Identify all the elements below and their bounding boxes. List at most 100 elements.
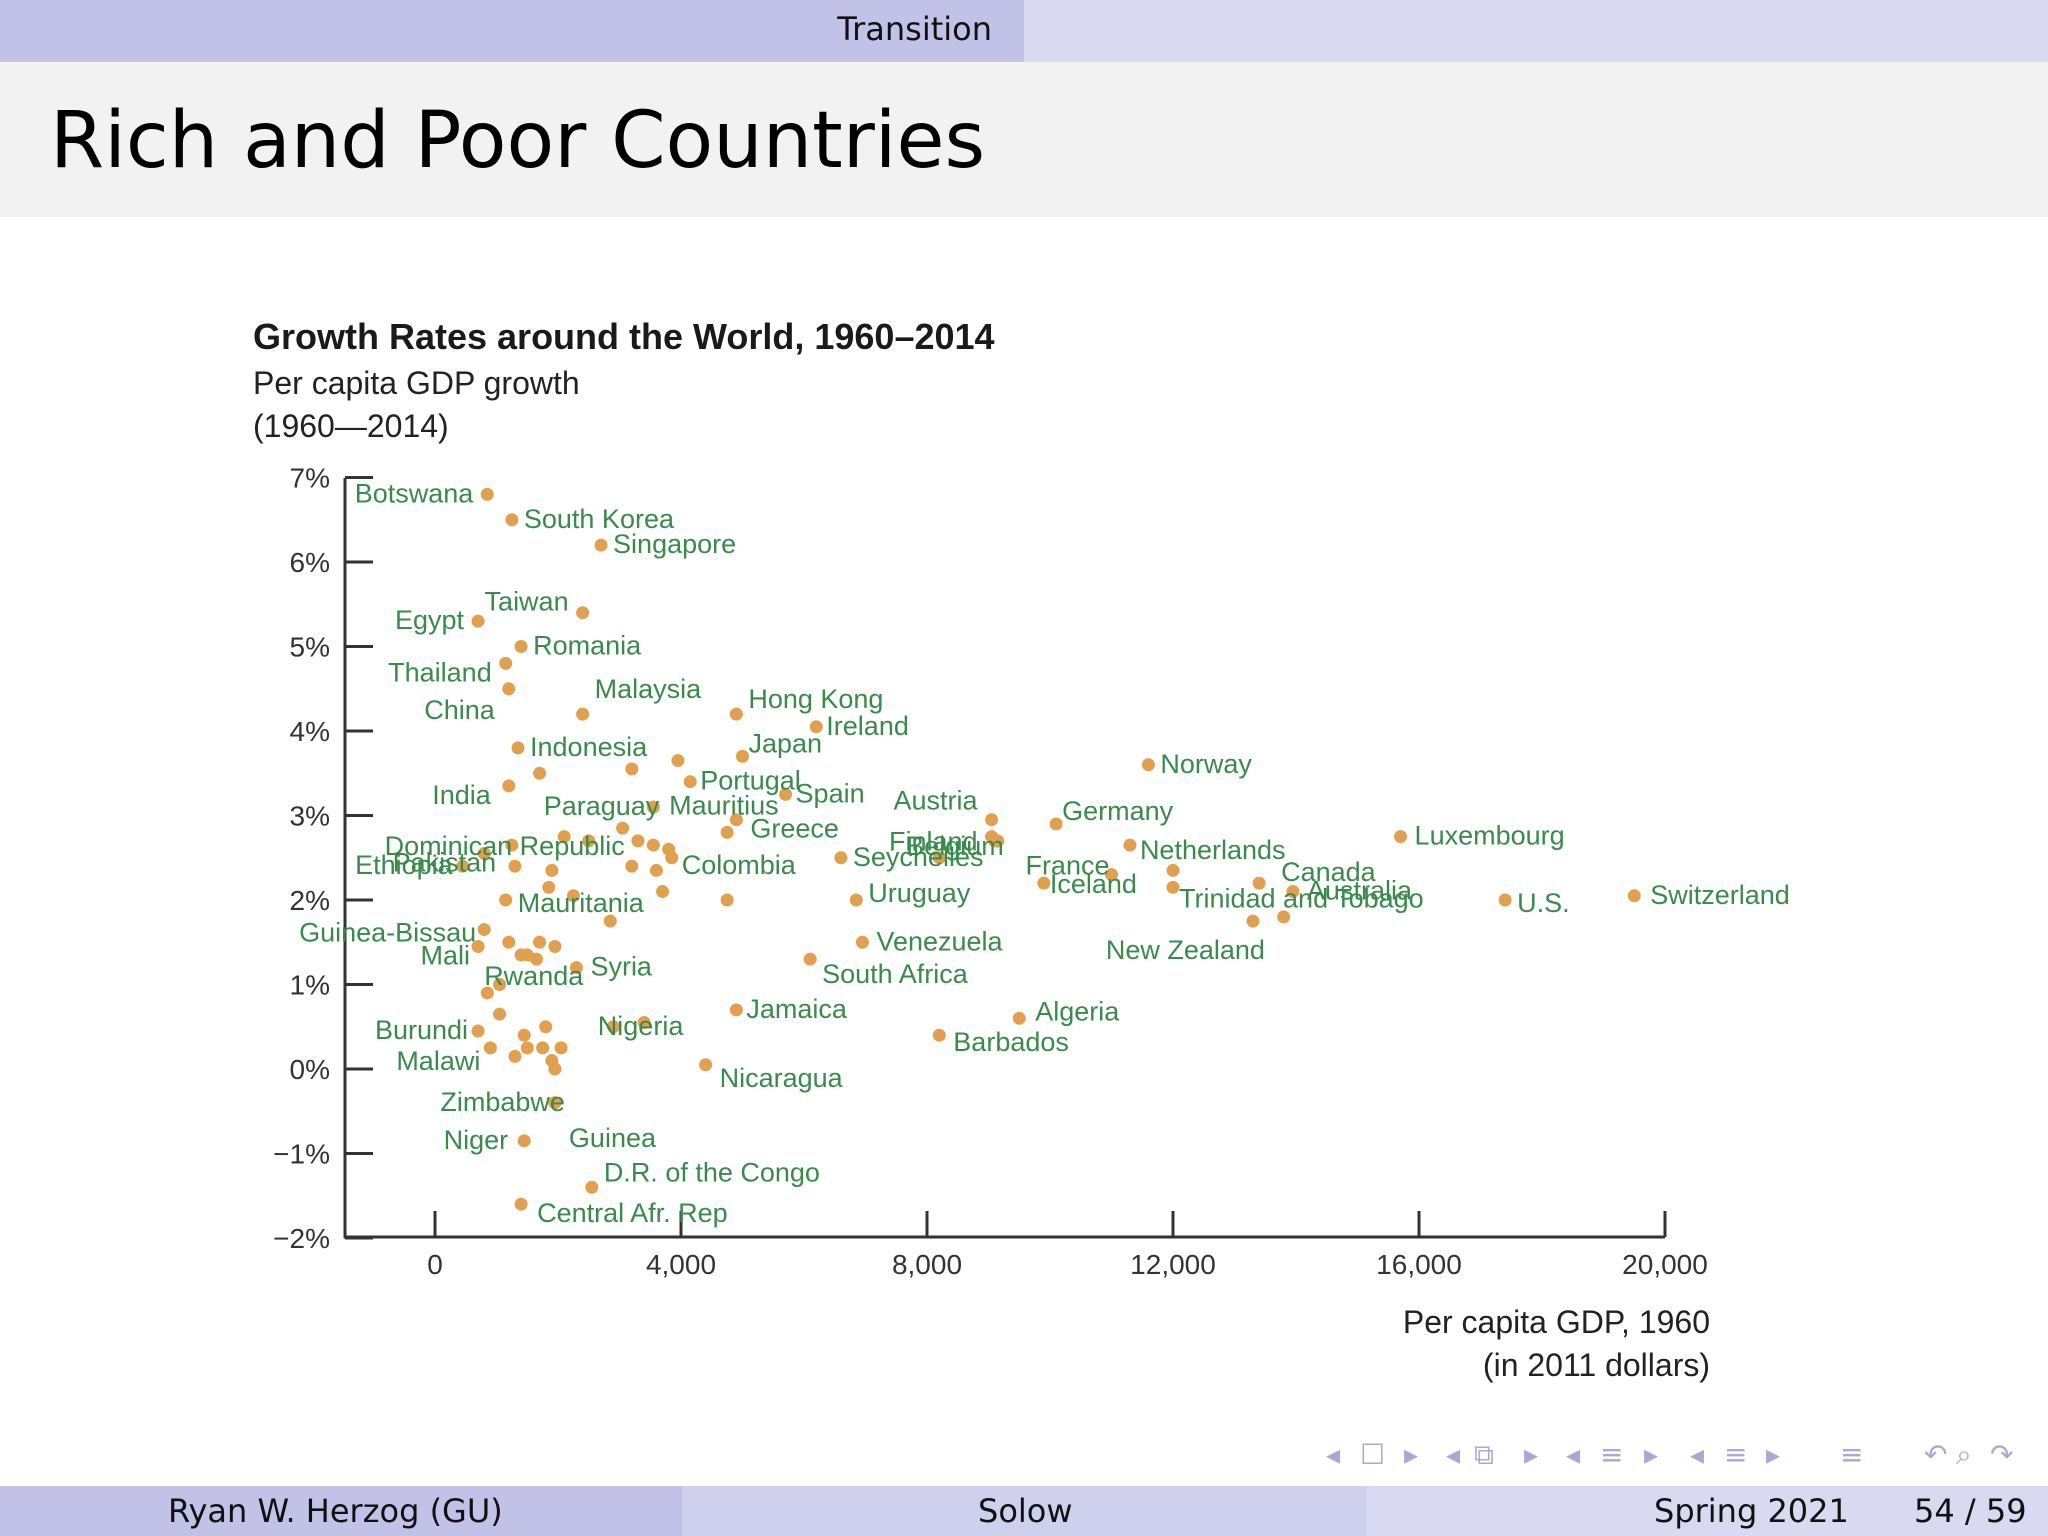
country-label: Spain — [796, 778, 865, 808]
country-label: South Korea — [524, 504, 675, 534]
nav-subsubsection-prev-icon[interactable]: ◂ — [1690, 1438, 1705, 1471]
section-title[interactable]: Transition — [837, 10, 992, 48]
data-point — [932, 851, 946, 865]
country-label: Jamaica — [746, 994, 848, 1024]
country-point — [480, 487, 494, 501]
nav-subsubsection-next-icon[interactable]: ▸ — [1766, 1438, 1781, 1471]
data-point — [545, 863, 559, 877]
data-point — [631, 834, 645, 848]
y-tick-label: 2% — [290, 885, 330, 916]
country-label: Switzerland — [1650, 880, 1790, 910]
nav-subsubsection-icon[interactable]: ≡ — [1724, 1438, 1748, 1471]
data-point — [1166, 863, 1180, 877]
nav-frame-icon[interactable]: ☐ — [1360, 1438, 1386, 1471]
country-point — [1252, 876, 1266, 890]
country-point — [1123, 838, 1137, 852]
country-label: Paraguay — [544, 791, 660, 821]
country-point — [576, 707, 590, 721]
data-point — [671, 754, 685, 768]
data-point — [646, 838, 660, 852]
nav-subsection-icon[interactable]: ⧉ — [1474, 1438, 1494, 1471]
country-label: Zimbabwe — [440, 1087, 565, 1117]
country-point — [803, 952, 817, 966]
country-label: China — [424, 695, 496, 725]
y-tick-label: 1% — [290, 970, 330, 1001]
data-point — [656, 885, 670, 899]
x-tick-label: 20,000 — [1622, 1249, 1708, 1280]
data-point — [493, 978, 507, 991]
y-tick-label: 5% — [290, 632, 330, 663]
y-axis-label-line2: (1960—2014) — [253, 408, 449, 444]
nav-back-icon[interactable]: ↶ — [1924, 1438, 1948, 1471]
footer-center — [682, 1486, 1366, 1536]
data-point — [493, 1007, 507, 1021]
nav-section-icon[interactable]: ≡ — [1600, 1438, 1624, 1471]
country-label: Mauritania — [518, 888, 645, 918]
country-point — [511, 741, 525, 755]
country-label: Dominican Republic — [385, 831, 625, 861]
data-point — [649, 863, 663, 877]
country-label: Portugal — [700, 766, 801, 796]
country-label: Mauritius — [669, 790, 779, 820]
country-point — [569, 961, 583, 975]
country-label: Venezuela — [876, 926, 1003, 956]
country-point — [1049, 817, 1063, 831]
nav-section-next-icon[interactable]: ▸ — [1644, 1438, 1659, 1471]
country-label: Nigeria — [598, 1011, 685, 1041]
country-point — [576, 606, 590, 620]
country-label: Rwanda — [484, 961, 584, 991]
footer-term: Spring 2021 — [1654, 1492, 1849, 1530]
nav-section-prev-icon[interactable]: ◂ — [1566, 1438, 1581, 1471]
country-label: India — [432, 780, 492, 810]
nav-frame-next-icon[interactable]: ▸ — [1404, 1438, 1419, 1471]
country-point — [1141, 758, 1155, 772]
nav-search-icon[interactable]: ⌕ — [1956, 1438, 1972, 1471]
country-point — [582, 834, 596, 848]
country-label: Austria — [894, 786, 979, 816]
footer-left — [0, 1486, 682, 1536]
country-point — [477, 923, 491, 937]
country-label: Luxembourg — [1415, 821, 1565, 851]
data-point — [1277, 910, 1291, 924]
country-label: Mali — [421, 940, 471, 970]
country-point — [729, 813, 743, 827]
country-label: South Africa — [822, 959, 969, 989]
country-label: Thailand — [388, 657, 492, 687]
country-point — [520, 948, 534, 962]
footer-author: Ryan W. Herzog (GU) — [168, 1492, 503, 1530]
country-label: Barbados — [953, 1027, 1069, 1057]
data-point — [554, 1041, 568, 1055]
country-point — [932, 1028, 946, 1042]
country-label: Japan — [749, 728, 823, 758]
country-label: Indonesia — [530, 732, 648, 762]
country-label: Niger — [444, 1125, 509, 1155]
chart-axes: 7% 6% 5% 4% 3% 2% 1% 0% −1% −2% 0 4,000 8,000 12,000 1… — [273, 463, 1708, 1281]
data-point — [616, 821, 630, 835]
data-point — [536, 1041, 550, 1055]
top-navigation-bar: Transition — [0, 0, 2048, 62]
nav-forward-icon[interactable]: ↷ — [1990, 1438, 2014, 1471]
frame-title-bar: Rich and Poor Countries — [0, 62, 2048, 217]
footer-right — [1366, 1486, 2048, 1536]
country-point — [594, 538, 608, 552]
y-tick-label: −2% — [273, 1223, 330, 1254]
x-axis-label-line2: (in 2011 dollars) — [1483, 1347, 1710, 1383]
country-point — [809, 720, 823, 734]
country-point — [483, 1041, 497, 1055]
country-point — [471, 1024, 485, 1038]
country-label: Burundi — [375, 1015, 468, 1045]
x-axis-label-line1: Per capita GDP, 1960 — [1403, 1304, 1710, 1340]
country-point — [779, 787, 793, 801]
country-label: Colombia — [682, 850, 797, 880]
nav-frame-prev-icon[interactable]: ◂ — [1326, 1438, 1341, 1471]
nav-subsection-prev-icon[interactable]: ◂ — [1446, 1438, 1461, 1471]
country-label: Guinea-Bissau — [299, 918, 476, 948]
data-point — [533, 766, 547, 780]
nav-subsection-next-icon[interactable]: ▸ — [1524, 1438, 1539, 1471]
nav-toc-icon[interactable]: ≡ — [1840, 1438, 1864, 1471]
country-label: Taiwan — [485, 587, 569, 617]
data-point — [520, 1041, 534, 1055]
country-point — [665, 851, 679, 865]
data-point — [539, 1020, 553, 1034]
country-label: Norway — [1160, 749, 1252, 779]
